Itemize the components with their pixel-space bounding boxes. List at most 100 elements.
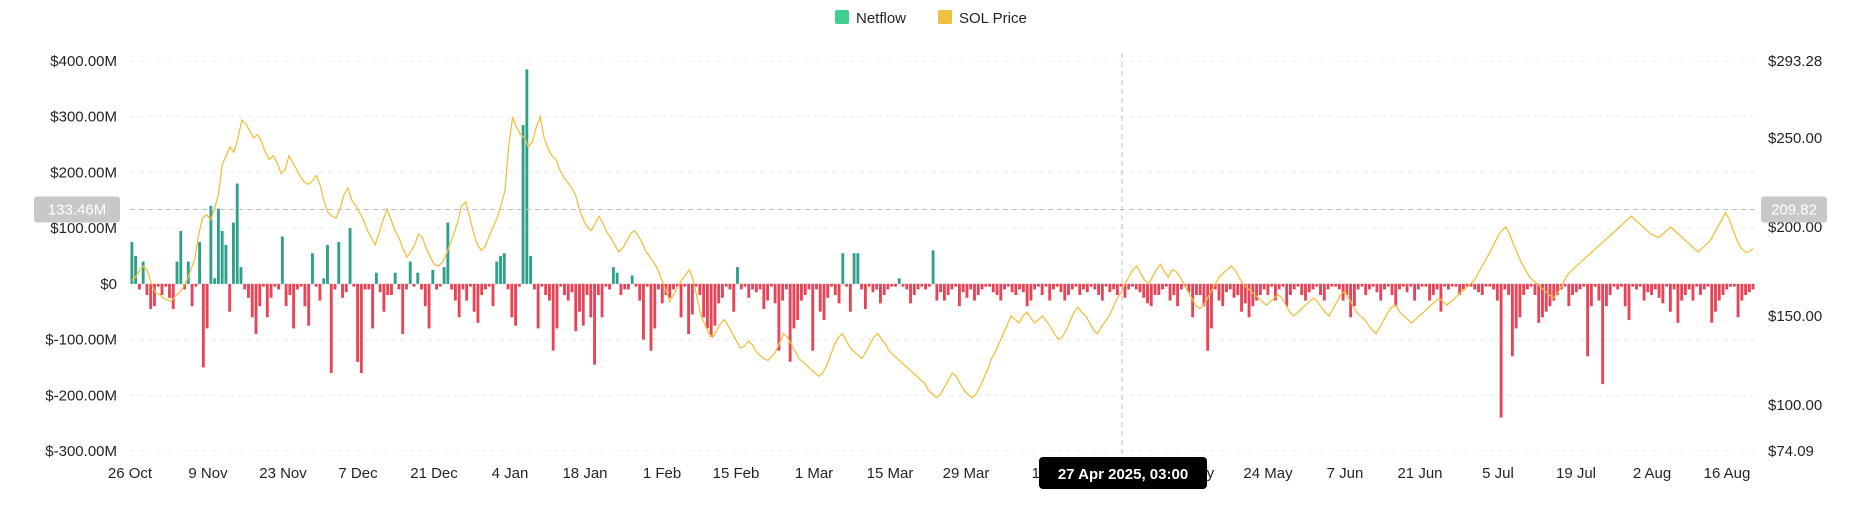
netflow-bar xyxy=(1495,283,1499,301)
netflow-bar xyxy=(1676,283,1680,323)
x-tick-label: 7 Dec xyxy=(338,465,378,482)
netflow-bar xyxy=(487,283,491,287)
netflow-bar xyxy=(1450,283,1454,287)
netflow-bar xyxy=(1273,283,1277,301)
netflow-bar xyxy=(341,283,344,298)
netflow-bar xyxy=(348,228,352,284)
netflow-bar xyxy=(657,283,660,290)
netflow-bar xyxy=(311,253,314,284)
netflow-bar xyxy=(1304,283,1307,301)
netflow-bar xyxy=(258,283,262,307)
netflow-bar xyxy=(1142,283,1146,298)
netflow-bar xyxy=(322,278,326,284)
netflow-bar xyxy=(773,283,777,304)
x-tick-label: 26 Oct xyxy=(108,465,153,482)
netflow-bar xyxy=(130,242,134,284)
netflow-bar xyxy=(717,283,721,304)
legend-netflow-label: Netflow xyxy=(856,10,906,27)
netflow-bar xyxy=(939,283,943,293)
netflow-bar xyxy=(1488,283,1492,287)
netflow-bar xyxy=(1108,283,1112,293)
netflow-bar xyxy=(1179,283,1183,290)
netflow-bar xyxy=(1620,283,1623,287)
netflow-bar xyxy=(653,283,657,329)
netflow-bar xyxy=(1281,283,1285,287)
netflow-bar xyxy=(292,283,296,329)
netflow-bar xyxy=(303,283,307,307)
netflow-bar xyxy=(1036,283,1040,287)
netflow-bar xyxy=(521,125,525,284)
netflow-bar xyxy=(371,283,375,329)
netflow-bar xyxy=(611,267,615,284)
netflow-bar xyxy=(1740,283,1744,301)
netflow-bar xyxy=(1533,283,1537,295)
netflow-bar xyxy=(1454,283,1458,287)
netflow-bar xyxy=(1134,283,1138,290)
netflow-bar xyxy=(1702,283,1706,290)
netflow-bar xyxy=(1574,283,1578,293)
netflow-bar xyxy=(1398,283,1401,290)
netflow-bar xyxy=(1499,283,1503,418)
netflow-bar xyxy=(1699,283,1702,295)
netflow-bar xyxy=(499,256,502,284)
netflow-bar xyxy=(250,283,254,318)
netflow-bar xyxy=(931,250,935,284)
netflow-bar xyxy=(1232,283,1236,298)
netflow-bar xyxy=(378,283,382,293)
netflow-bar xyxy=(1082,283,1085,290)
netflow-bar xyxy=(581,283,585,326)
netflow-bar xyxy=(961,283,965,293)
netflow-bar xyxy=(1161,283,1164,290)
netflow-bar xyxy=(777,283,781,351)
netflow-bar xyxy=(1556,283,1559,295)
netflow-bar xyxy=(965,283,969,298)
netflow-bar xyxy=(1462,283,1465,290)
netflow-bar xyxy=(1431,283,1435,295)
netflow-bar xyxy=(495,261,499,284)
netflow-bar xyxy=(382,283,386,312)
netflow-bar xyxy=(1567,283,1571,307)
netflow-bar xyxy=(269,283,273,298)
netflow-bar xyxy=(153,283,156,307)
x-tick-label: 5 Jul xyxy=(1482,465,1514,482)
netflow-bar xyxy=(1149,283,1153,307)
netflow-bar xyxy=(788,283,792,362)
netflow-bar xyxy=(935,283,939,301)
netflow-bar xyxy=(833,283,837,295)
netflow-bar xyxy=(863,283,867,309)
netflow-bar xyxy=(337,242,341,284)
netflow-bar xyxy=(942,283,946,301)
netflow-bar xyxy=(721,283,724,298)
netflow-bar xyxy=(796,283,800,321)
netflow-bar xyxy=(472,283,476,312)
netflow-bar xyxy=(468,283,472,287)
x-tick-label: 7 Jun xyxy=(1327,465,1364,482)
netflow-bar xyxy=(871,283,875,293)
netflow-bar xyxy=(698,283,702,295)
netflow-bar xyxy=(1578,283,1582,290)
netflow-bar xyxy=(709,283,713,337)
x-axis: 26 Oct 9 Nov 23 Nov 7 Dec 21 Dec 4 Jan 18 Jan 1… xyxy=(108,457,1750,489)
netflow-bar xyxy=(1070,283,1074,290)
left-tick-label: $100.00M xyxy=(50,220,117,237)
netflow-bar xyxy=(1439,283,1443,312)
netflow-bar xyxy=(247,283,250,298)
netflow-bar xyxy=(1021,283,1025,293)
netflow-bar xyxy=(1100,283,1104,301)
netflow-bar xyxy=(1352,283,1356,307)
netflow-bar xyxy=(1055,283,1059,287)
netflow-bar xyxy=(160,283,164,295)
netflow-bar xyxy=(1695,283,1699,287)
x-tick-label: 21 Jun xyxy=(1397,465,1442,482)
price-value-badge-text: 209.82 xyxy=(1771,202,1817,219)
netflow-bar xyxy=(950,283,954,290)
left-tick-label: $300.00M xyxy=(50,109,117,126)
netflow-bar xyxy=(1751,283,1755,290)
x-tick-label: 21 Dec xyxy=(410,465,458,482)
netflow-bar xyxy=(894,283,897,287)
netflow-bar xyxy=(179,230,183,284)
netflow-bar xyxy=(1210,283,1213,329)
netflow-bar xyxy=(830,283,833,287)
netflow-bar xyxy=(818,283,822,312)
